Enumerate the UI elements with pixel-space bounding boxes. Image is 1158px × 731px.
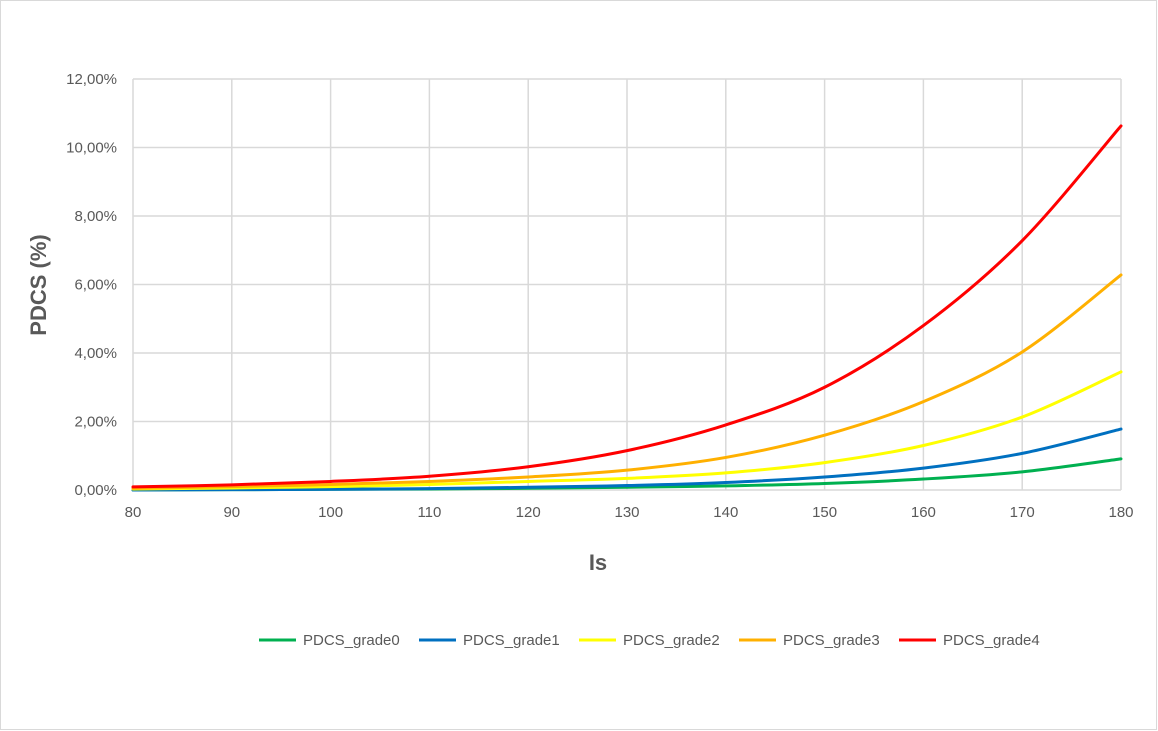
x-tick-label: 180 bbox=[1108, 504, 1133, 521]
y-tick-label: 0,00% bbox=[74, 482, 117, 499]
x-tick-label: 90 bbox=[223, 504, 240, 521]
y-tick-label: 2,00% bbox=[74, 414, 117, 431]
x-tick-label: 110 bbox=[417, 504, 441, 521]
legend-label: PDCS_grade4 bbox=[943, 632, 1040, 649]
x-tick-label: 140 bbox=[713, 504, 738, 521]
x-tick-label: 160 bbox=[911, 504, 936, 521]
grid bbox=[132, 78, 1122, 491]
x-tick-label: 100 bbox=[318, 504, 343, 521]
tick-labels: 0,00% 2,00% 4,00% 6,00% 8,00% 10,00% 12,00% 80 9… bbox=[66, 71, 1133, 521]
legend-label: PDCS_grade2 bbox=[623, 632, 720, 649]
series-line-PDCS_grade3 bbox=[131, 273, 1123, 490]
x-tick-label: 170 bbox=[1010, 504, 1035, 521]
legend-label: PDCS_grade3 bbox=[783, 632, 880, 649]
y-tick-label: 10,00% bbox=[66, 140, 117, 157]
series-lines bbox=[131, 124, 1123, 492]
y-tick-label: 12,00% bbox=[66, 71, 117, 88]
x-tick-label: 120 bbox=[516, 504, 541, 521]
x-tick-label: 80 bbox=[125, 504, 142, 521]
y-tick-label: 4,00% bbox=[74, 345, 117, 362]
legend: PDCS_grade0 PDCS_grade1 PDCS_grade2 PDCS_gr… bbox=[259, 632, 1040, 649]
series-line-PDCS_grade1 bbox=[131, 427, 1123, 492]
x-tick-label: 130 bbox=[614, 504, 639, 521]
series-line-PDCS_grade4 bbox=[131, 124, 1123, 489]
x-tick-label: 150 bbox=[812, 504, 837, 521]
y-tick-label: 6,00% bbox=[74, 277, 117, 294]
legend-label: PDCS_grade1 bbox=[463, 632, 560, 649]
y-tick-label: 8,00% bbox=[74, 208, 117, 225]
legend-label: PDCS_grade0 bbox=[303, 632, 400, 649]
series-line-PDCS_grade2 bbox=[131, 370, 1123, 491]
x-axis-title: Is bbox=[589, 550, 607, 575]
y-axis-title: PDCS (%) bbox=[26, 234, 51, 335]
